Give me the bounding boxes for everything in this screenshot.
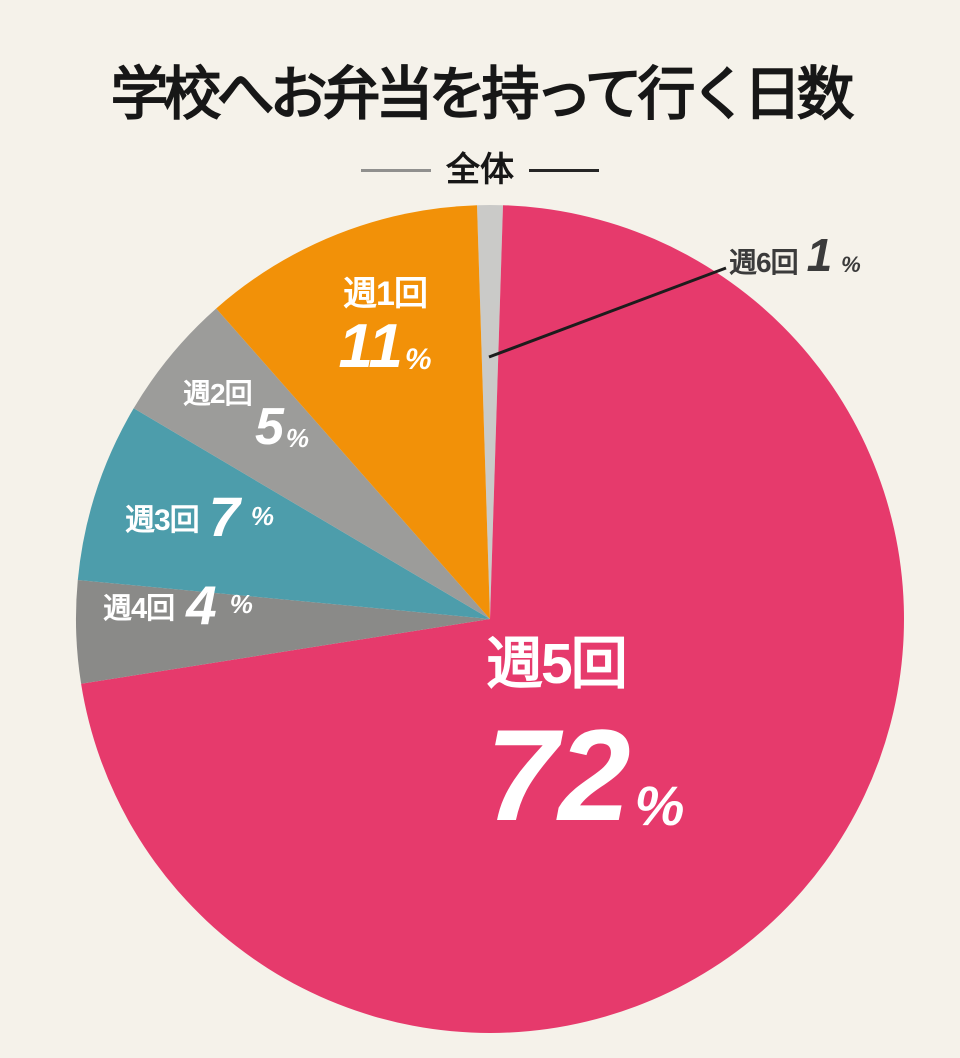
subtitle-right-rule bbox=[529, 168, 599, 172]
label-week3-value: 7 bbox=[208, 485, 240, 548]
label-week5: 週5回 72 % bbox=[486, 632, 684, 840]
label-week5-percent-sign: % bbox=[634, 773, 685, 837]
pie-slice-week4 bbox=[75, 580, 491, 684]
callout-line-week6 bbox=[488, 266, 727, 359]
label-week1-name: 週1回 bbox=[343, 275, 428, 313]
label-week3: 週3回 7 % bbox=[125, 489, 274, 545]
label-week6-name: 週6回 bbox=[729, 247, 799, 278]
label-week2-percent-sign: % bbox=[285, 423, 309, 454]
label-week4: 週4回 4 % bbox=[103, 578, 253, 633]
label-week6-value: 1 bbox=[806, 229, 833, 281]
pie-slice-week6 bbox=[477, 204, 503, 619]
label-week4-name: 週4回 bbox=[103, 592, 175, 625]
label-week6-percent-sign: % bbox=[841, 252, 861, 277]
page-title: 学校へお弁当を持って行く日数 bbox=[110, 62, 854, 127]
label-week2-name: 週2回 bbox=[183, 378, 253, 409]
label-week1-value: 11 bbox=[338, 312, 403, 382]
label-week2: 週2回 5 % bbox=[183, 378, 309, 457]
label-week5-name: 週5回 bbox=[486, 632, 628, 696]
pie-slice-week3 bbox=[77, 408, 491, 619]
pie-slice-week5 bbox=[81, 205, 904, 1033]
label-week2-value: 5 bbox=[254, 398, 284, 457]
label-week1-percent-sign: % bbox=[404, 343, 432, 377]
subtitle-text: 全体 bbox=[446, 151, 514, 189]
subtitle: 全体 bbox=[0, 152, 960, 188]
subtitle-left-rule bbox=[361, 168, 431, 172]
label-week3-name: 週3回 bbox=[125, 504, 200, 537]
label-week3-percent-sign: % bbox=[250, 500, 274, 531]
label-week1: 週1回 11 % bbox=[300, 275, 470, 382]
label-week5-value: 72 bbox=[486, 701, 631, 848]
label-week4-percent-sign: % bbox=[229, 589, 253, 619]
pie-slice-week1 bbox=[216, 205, 490, 619]
pie-slice-week2 bbox=[133, 308, 490, 619]
label-week4-value: 4 bbox=[186, 574, 217, 636]
label-week6: 週6回 1 % bbox=[729, 232, 861, 278]
